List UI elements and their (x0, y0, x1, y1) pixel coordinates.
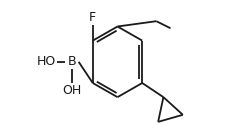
Text: HO: HO (37, 55, 56, 68)
Text: OH: OH (62, 84, 81, 97)
Text: F: F (89, 11, 96, 24)
Text: B: B (67, 55, 76, 68)
